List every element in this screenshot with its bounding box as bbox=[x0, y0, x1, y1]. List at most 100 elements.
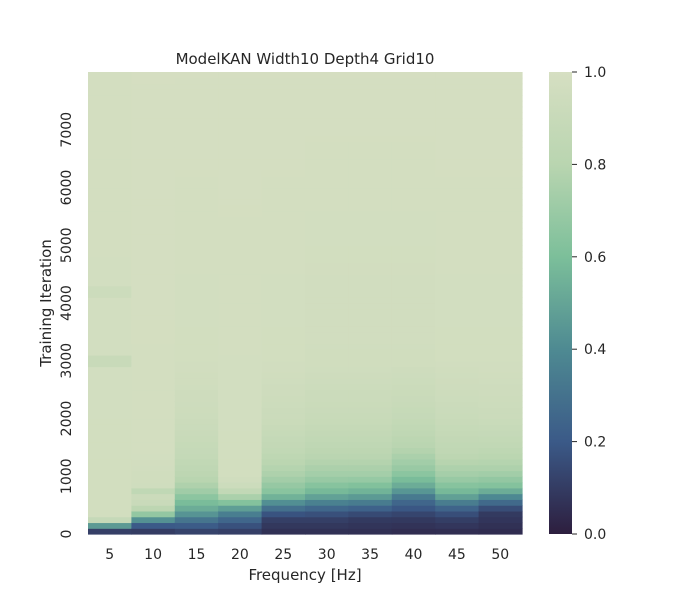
heatmap-cell bbox=[391, 516, 436, 524]
heatmap-cell bbox=[88, 297, 132, 304]
heatmap-cell bbox=[305, 522, 349, 529]
heatmap-cell bbox=[435, 453, 480, 460]
heatmap-cell bbox=[131, 360, 176, 368]
heatmap-cell bbox=[348, 285, 393, 293]
heatmap-cell bbox=[348, 499, 393, 506]
heatmap-cell bbox=[131, 158, 176, 165]
heatmap-cell bbox=[478, 493, 523, 500]
heatmap-cell bbox=[261, 395, 306, 402]
heatmap-cell bbox=[435, 106, 480, 114]
heatmap-cell bbox=[174, 152, 219, 160]
heatmap-cell bbox=[131, 187, 176, 194]
heatmap-cell bbox=[174, 106, 219, 114]
heatmap-cell bbox=[478, 112, 523, 119]
heatmap-cell bbox=[131, 181, 176, 189]
heatmap-cell bbox=[174, 164, 219, 171]
heatmap-cell bbox=[478, 401, 523, 408]
heatmap-cell bbox=[305, 89, 349, 96]
heatmap-cell bbox=[391, 251, 436, 258]
heatmap-cell bbox=[348, 447, 393, 454]
heatmap-cell bbox=[218, 227, 263, 235]
heatmap-cell bbox=[391, 204, 436, 212]
heatmap-cell bbox=[391, 349, 436, 356]
heatmap-cell bbox=[478, 164, 523, 171]
heatmap-cell bbox=[174, 175, 219, 183]
heatmap-cell bbox=[348, 118, 393, 125]
heatmap-cell bbox=[348, 199, 393, 206]
x-tick-label: 40 bbox=[405, 547, 423, 563]
heatmap-cell bbox=[174, 435, 219, 443]
heatmap-cell bbox=[478, 147, 523, 154]
heatmap-cell bbox=[131, 458, 176, 466]
heatmap-cell bbox=[218, 164, 263, 171]
heatmap-cell bbox=[305, 464, 349, 472]
heatmap-cell bbox=[348, 326, 393, 333]
heatmap-cell bbox=[88, 308, 132, 316]
heatmap-cell bbox=[478, 123, 523, 131]
heatmap-cell bbox=[478, 118, 523, 125]
heatmap-cell bbox=[348, 522, 393, 529]
heatmap-cell bbox=[348, 216, 393, 223]
heatmap-cell bbox=[391, 141, 436, 148]
heatmap-cell bbox=[478, 193, 523, 200]
heatmap-cell bbox=[478, 204, 523, 212]
heatmap-cell bbox=[218, 285, 263, 293]
heatmap-cell bbox=[88, 320, 132, 327]
heatmap-cell bbox=[478, 170, 523, 177]
heatmap-cell bbox=[435, 239, 480, 246]
heatmap-cell bbox=[391, 135, 436, 142]
heatmap-cell bbox=[391, 216, 436, 223]
heatmap-cell bbox=[305, 158, 349, 165]
heatmap-cell bbox=[435, 256, 480, 264]
heatmap-cell bbox=[391, 499, 436, 506]
heatmap-cell bbox=[348, 418, 393, 425]
heatmap-cell bbox=[391, 476, 436, 483]
heatmap-cell bbox=[391, 268, 436, 275]
heatmap-cell bbox=[131, 72, 176, 79]
heatmap-cell bbox=[478, 412, 523, 420]
heatmap-cell bbox=[88, 222, 132, 229]
heatmap-cell bbox=[131, 441, 176, 448]
heatmap-cell bbox=[261, 181, 306, 189]
heatmap-cell bbox=[305, 141, 349, 148]
y-axis-ticks: 0 1000 2000 3000 4000 5000 6000 7000 bbox=[59, 112, 75, 539]
heatmap-cell bbox=[88, 72, 132, 79]
heatmap-cell bbox=[391, 430, 436, 437]
heatmap-cell bbox=[218, 528, 263, 535]
heatmap-cell bbox=[348, 291, 393, 298]
heatmap-cell bbox=[131, 505, 176, 512]
heatmap-cell bbox=[261, 487, 306, 495]
heatmap-cell bbox=[261, 349, 306, 356]
x-tick-label: 10 bbox=[144, 547, 162, 563]
heatmap-cell bbox=[478, 360, 523, 368]
heatmap-cell bbox=[261, 406, 306, 414]
heatmap-cell bbox=[131, 106, 176, 114]
heatmap-cell bbox=[131, 464, 176, 472]
heatmap-cell bbox=[305, 476, 349, 483]
heatmap-cell bbox=[391, 372, 436, 379]
y-tick-label: 6000 bbox=[59, 170, 75, 206]
heatmap-cell bbox=[305, 256, 349, 264]
heatmap-cell bbox=[478, 418, 523, 425]
heatmap-cell bbox=[218, 199, 263, 206]
heatmap-cell bbox=[261, 412, 306, 420]
heatmap-cell bbox=[305, 239, 349, 246]
heatmap-cell bbox=[174, 222, 219, 229]
heatmap-cell bbox=[305, 95, 349, 102]
heatmap-cell bbox=[174, 343, 219, 350]
heatmap-cell bbox=[305, 291, 349, 298]
heatmap-cell bbox=[435, 412, 480, 420]
heatmap-cell bbox=[174, 389, 219, 396]
heatmap-cell bbox=[174, 453, 219, 460]
heatmap-cell bbox=[131, 378, 176, 385]
heatmap-cell bbox=[88, 476, 132, 483]
heatmap-cell bbox=[218, 245, 263, 252]
heatmap-cell bbox=[435, 181, 480, 189]
heatmap-cell bbox=[88, 95, 132, 102]
heatmap-cell bbox=[478, 430, 523, 437]
heatmap-cell bbox=[131, 383, 176, 391]
heatmap-cell bbox=[478, 464, 523, 472]
x-tick-label: 30 bbox=[318, 547, 336, 563]
heatmap-cell bbox=[348, 516, 393, 524]
